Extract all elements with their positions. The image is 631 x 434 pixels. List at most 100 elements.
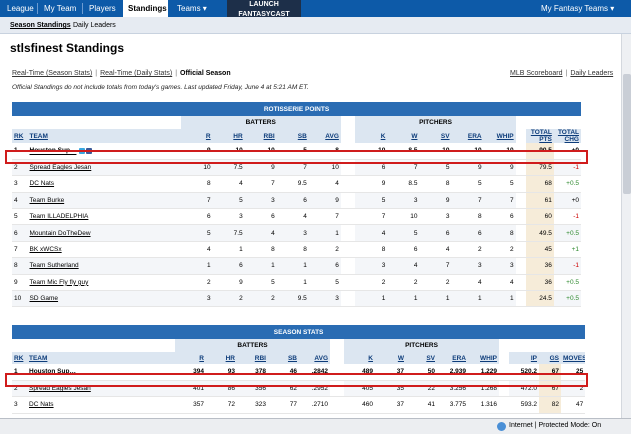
gap-cell xyxy=(515,175,526,193)
col-rk[interactable]: RK xyxy=(12,129,28,143)
link-mlb-scoreboard[interactable]: MLB Scoreboard xyxy=(510,70,563,77)
team-link[interactable]: SD Game xyxy=(27,290,181,308)
tab-teams[interactable]: Teams ▾ xyxy=(177,4,207,13)
team-link[interactable]: Team Sutherland xyxy=(27,257,181,275)
team-link[interactable]: Houston Sup… xyxy=(27,364,175,381)
col-hr[interactable]: HR xyxy=(212,129,245,143)
stat-cell: 8 xyxy=(276,241,309,259)
team-link[interactable]: DC Nats xyxy=(27,396,175,414)
col-ip[interactable]: IP xyxy=(509,352,539,364)
link-separator: | xyxy=(95,70,98,77)
team-name[interactable]: Mountain DoTheDew xyxy=(29,229,91,237)
stat-cell: 2 xyxy=(355,274,388,292)
col-k[interactable]: K xyxy=(344,352,375,364)
team-link[interactable]: DC Nats xyxy=(27,175,181,193)
stat-cell: 4 xyxy=(483,274,516,292)
stat-cell: 8 xyxy=(451,208,484,226)
link-realtime-season[interactable]: Real-Time (Season Stats) xyxy=(12,70,93,77)
stat-cell: 35 xyxy=(375,380,406,398)
col-total-chg[interactable]: TOTAL CHG xyxy=(553,129,581,143)
team-link[interactable]: Mountain DoTheDew xyxy=(27,224,181,242)
stat-cell: 401 xyxy=(175,380,206,398)
col-whip[interactable]: WHIP xyxy=(483,129,516,143)
table-row: 5 Team ILLADELPHIA 6 3 6 4 7 7 10 3 8 6 60 -1 xyxy=(12,208,581,226)
col-whip[interactable]: WHIP xyxy=(468,352,499,364)
col-w[interactable]: W xyxy=(387,129,420,143)
ip-cell: 520.2 xyxy=(509,364,539,381)
col-sb[interactable]: SB xyxy=(268,352,299,364)
col-k[interactable]: K xyxy=(355,129,388,143)
gap-cell xyxy=(340,192,356,210)
gap-cell xyxy=(340,274,356,292)
stat-cell: 77 xyxy=(268,396,299,414)
stat-cell: 6 xyxy=(387,241,420,259)
col-sb[interactable]: SB xyxy=(276,129,309,143)
total-chg-cell: -1 xyxy=(553,257,581,275)
team-link[interactable]: Spread Eagles Jesan xyxy=(27,380,175,398)
col-rbi[interactable]: RBI xyxy=(237,352,268,364)
group-gap xyxy=(340,116,356,129)
team-link[interactable]: Team ILLADELPHIA xyxy=(27,208,181,226)
gap-cell xyxy=(330,396,344,414)
team-name[interactable]: SD Game xyxy=(29,295,59,303)
team-link[interactable]: Team Mic Fly fly guy xyxy=(27,274,181,292)
rank-cell: 3 xyxy=(12,396,27,414)
col-moves[interactable]: MOVES xyxy=(561,352,586,364)
col-gs[interactable]: GS xyxy=(539,352,561,364)
col-team[interactable]: TEAM xyxy=(27,352,175,364)
team-name[interactable]: Team Sutherland xyxy=(29,262,79,270)
col-total-pts[interactable]: TOTAL PTS xyxy=(525,129,554,143)
col-sv[interactable]: SV xyxy=(419,129,452,143)
stat-cell: 5 xyxy=(212,192,245,210)
link-daily-leaders[interactable]: Daily Leaders xyxy=(570,70,614,77)
team-name[interactable]: DC Nats xyxy=(29,180,55,188)
team-name[interactable]: Team ILLADELPHIA xyxy=(29,213,89,221)
team-name[interactable]: DC Nats xyxy=(29,401,54,409)
table-row: 6 Mountain DoTheDew 5 7.5 4 3 1 4 5 6 6 8 49.5 +0.5 xyxy=(12,224,581,242)
col-r[interactable]: R xyxy=(175,352,206,364)
tab-standings[interactable]: Standings xyxy=(123,0,168,17)
col-r[interactable]: R xyxy=(180,129,213,143)
team-name[interactable]: Spread Eagles Jesan xyxy=(29,164,92,172)
tab-players[interactable]: Players xyxy=(89,4,116,13)
subnav-daily-leaders[interactable]: Daily Leaders xyxy=(73,22,116,29)
col-rbi[interactable]: RBI xyxy=(244,129,277,143)
col-hr[interactable]: HR xyxy=(206,352,237,364)
table-row: 10 SD Game 3 2 2 9.5 3 1 1 1 1 1 24.5 +0.5 xyxy=(12,290,581,308)
rank-cell: 9 xyxy=(12,274,28,292)
link-realtime-daily[interactable]: Real-Time (Daily Stats) xyxy=(100,70,173,77)
team-name[interactable]: Houston Sup… xyxy=(29,368,76,376)
col-avg[interactable]: AVG xyxy=(308,129,341,143)
rank-cell: 3 xyxy=(12,175,28,193)
stat-cell: 5 xyxy=(180,224,213,242)
team-link[interactable]: BK xWCSx xyxy=(27,241,181,259)
vertical-scrollbar[interactable] xyxy=(621,34,631,418)
col-sv[interactable]: SV xyxy=(406,352,437,364)
season-stats-table: SEASON STATS BATTERS PITCHERS RK TEAM R … xyxy=(12,325,586,414)
my-fantasy-teams-menu[interactable]: My Fantasy Teams ▾ xyxy=(541,4,615,13)
team-name[interactable]: Team Mic Fly fly guy xyxy=(29,278,89,286)
gap-cell xyxy=(515,159,526,177)
gap-cell xyxy=(340,175,356,193)
gap-cell xyxy=(515,208,526,226)
tab-my-team[interactable]: My Team xyxy=(44,4,77,13)
table-row: 9 Team Mic Fly fly guy 2 9 5 1 5 2 2 2 4 4 36 +0.5 xyxy=(12,274,581,292)
subnav-season-standings[interactable]: Season Standings xyxy=(10,22,71,29)
col-team[interactable]: TEAM xyxy=(27,129,181,143)
stat-cell: 22 xyxy=(406,380,437,398)
col-era[interactable]: ERA xyxy=(437,352,468,364)
team-link[interactable]: Team Burke xyxy=(27,192,181,210)
stat-cell: 86 xyxy=(206,380,237,398)
col-rk[interactable]: RK xyxy=(12,352,27,364)
team-name[interactable]: Spread Eagles Jesan xyxy=(29,385,91,393)
col-avg[interactable]: AVG xyxy=(299,352,330,364)
table-row: 3 DC Nats 357 72 323 77.2710 460 37 41 3.775 1.316… xyxy=(12,396,586,414)
moves-cell: 2 xyxy=(561,380,586,398)
launch-fantasycast-button[interactable]: LAUNCH FANTASYCAST FREE LIVE SCORING xyxy=(227,0,301,25)
team-name[interactable]: Team Burke xyxy=(29,196,65,204)
col-era[interactable]: ERA xyxy=(451,129,484,143)
col-w[interactable]: W xyxy=(375,352,406,364)
scrollbar-thumb[interactable] xyxy=(623,74,631,194)
team-name[interactable]: BK xWCSx xyxy=(29,246,62,254)
tab-league[interactable]: League xyxy=(7,4,34,13)
